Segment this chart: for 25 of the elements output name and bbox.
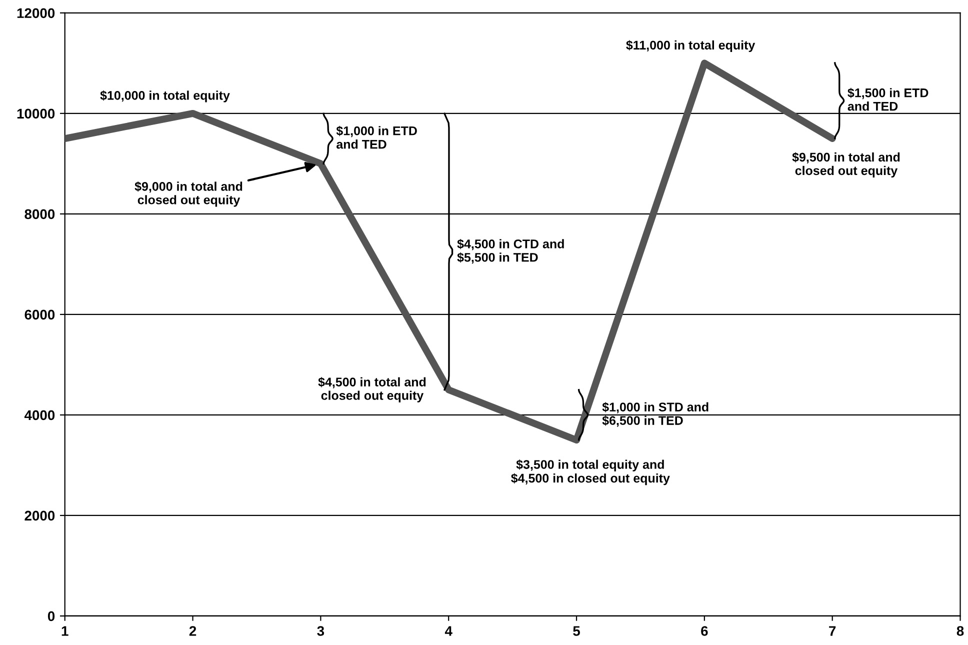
x-tick-label: 8	[956, 626, 964, 636]
annotation: $1,500 in ETD and TED	[848, 88, 928, 111]
y-tick-label: 12000	[17, 8, 55, 18]
x-tick-label: 5	[573, 626, 580, 636]
x-tick-label: 3	[317, 626, 324, 636]
x-tick-label: 7	[829, 626, 836, 636]
annotation: $4,500 in total and closed out equity	[318, 377, 426, 402]
x-tick-label: 6	[701, 626, 708, 636]
annotation: $10,000 in total equity	[100, 90, 230, 102]
y-tick-label: 6000	[24, 310, 55, 320]
annotation: $9,000 in total and closed out equity	[134, 181, 242, 207]
annotation: $11,000 in total equity	[626, 40, 756, 52]
y-tick-label: 8000	[24, 209, 55, 220]
y-tick-label: 2000	[24, 510, 55, 521]
y-tick-label: 10000	[17, 108, 55, 119]
x-tick-label: 2	[189, 626, 196, 636]
y-tick-label: 4000	[24, 410, 55, 420]
x-tick-label: 4	[444, 626, 452, 636]
y-tick-label: 0	[48, 611, 55, 622]
annotation: $9,500 in total and closed out equity	[792, 152, 900, 178]
annotation: $3,500 in total equity and $4,500 in closed out equity	[511, 460, 670, 486]
x-tick-label: 1	[62, 626, 68, 636]
annotation: $1,000 in STD and $6,500 in TED	[602, 402, 708, 427]
annotation: $4,500 in CTD and $5,500 in TED	[457, 238, 564, 264]
annotation: $1,000 in ETD and TED	[336, 126, 417, 149]
